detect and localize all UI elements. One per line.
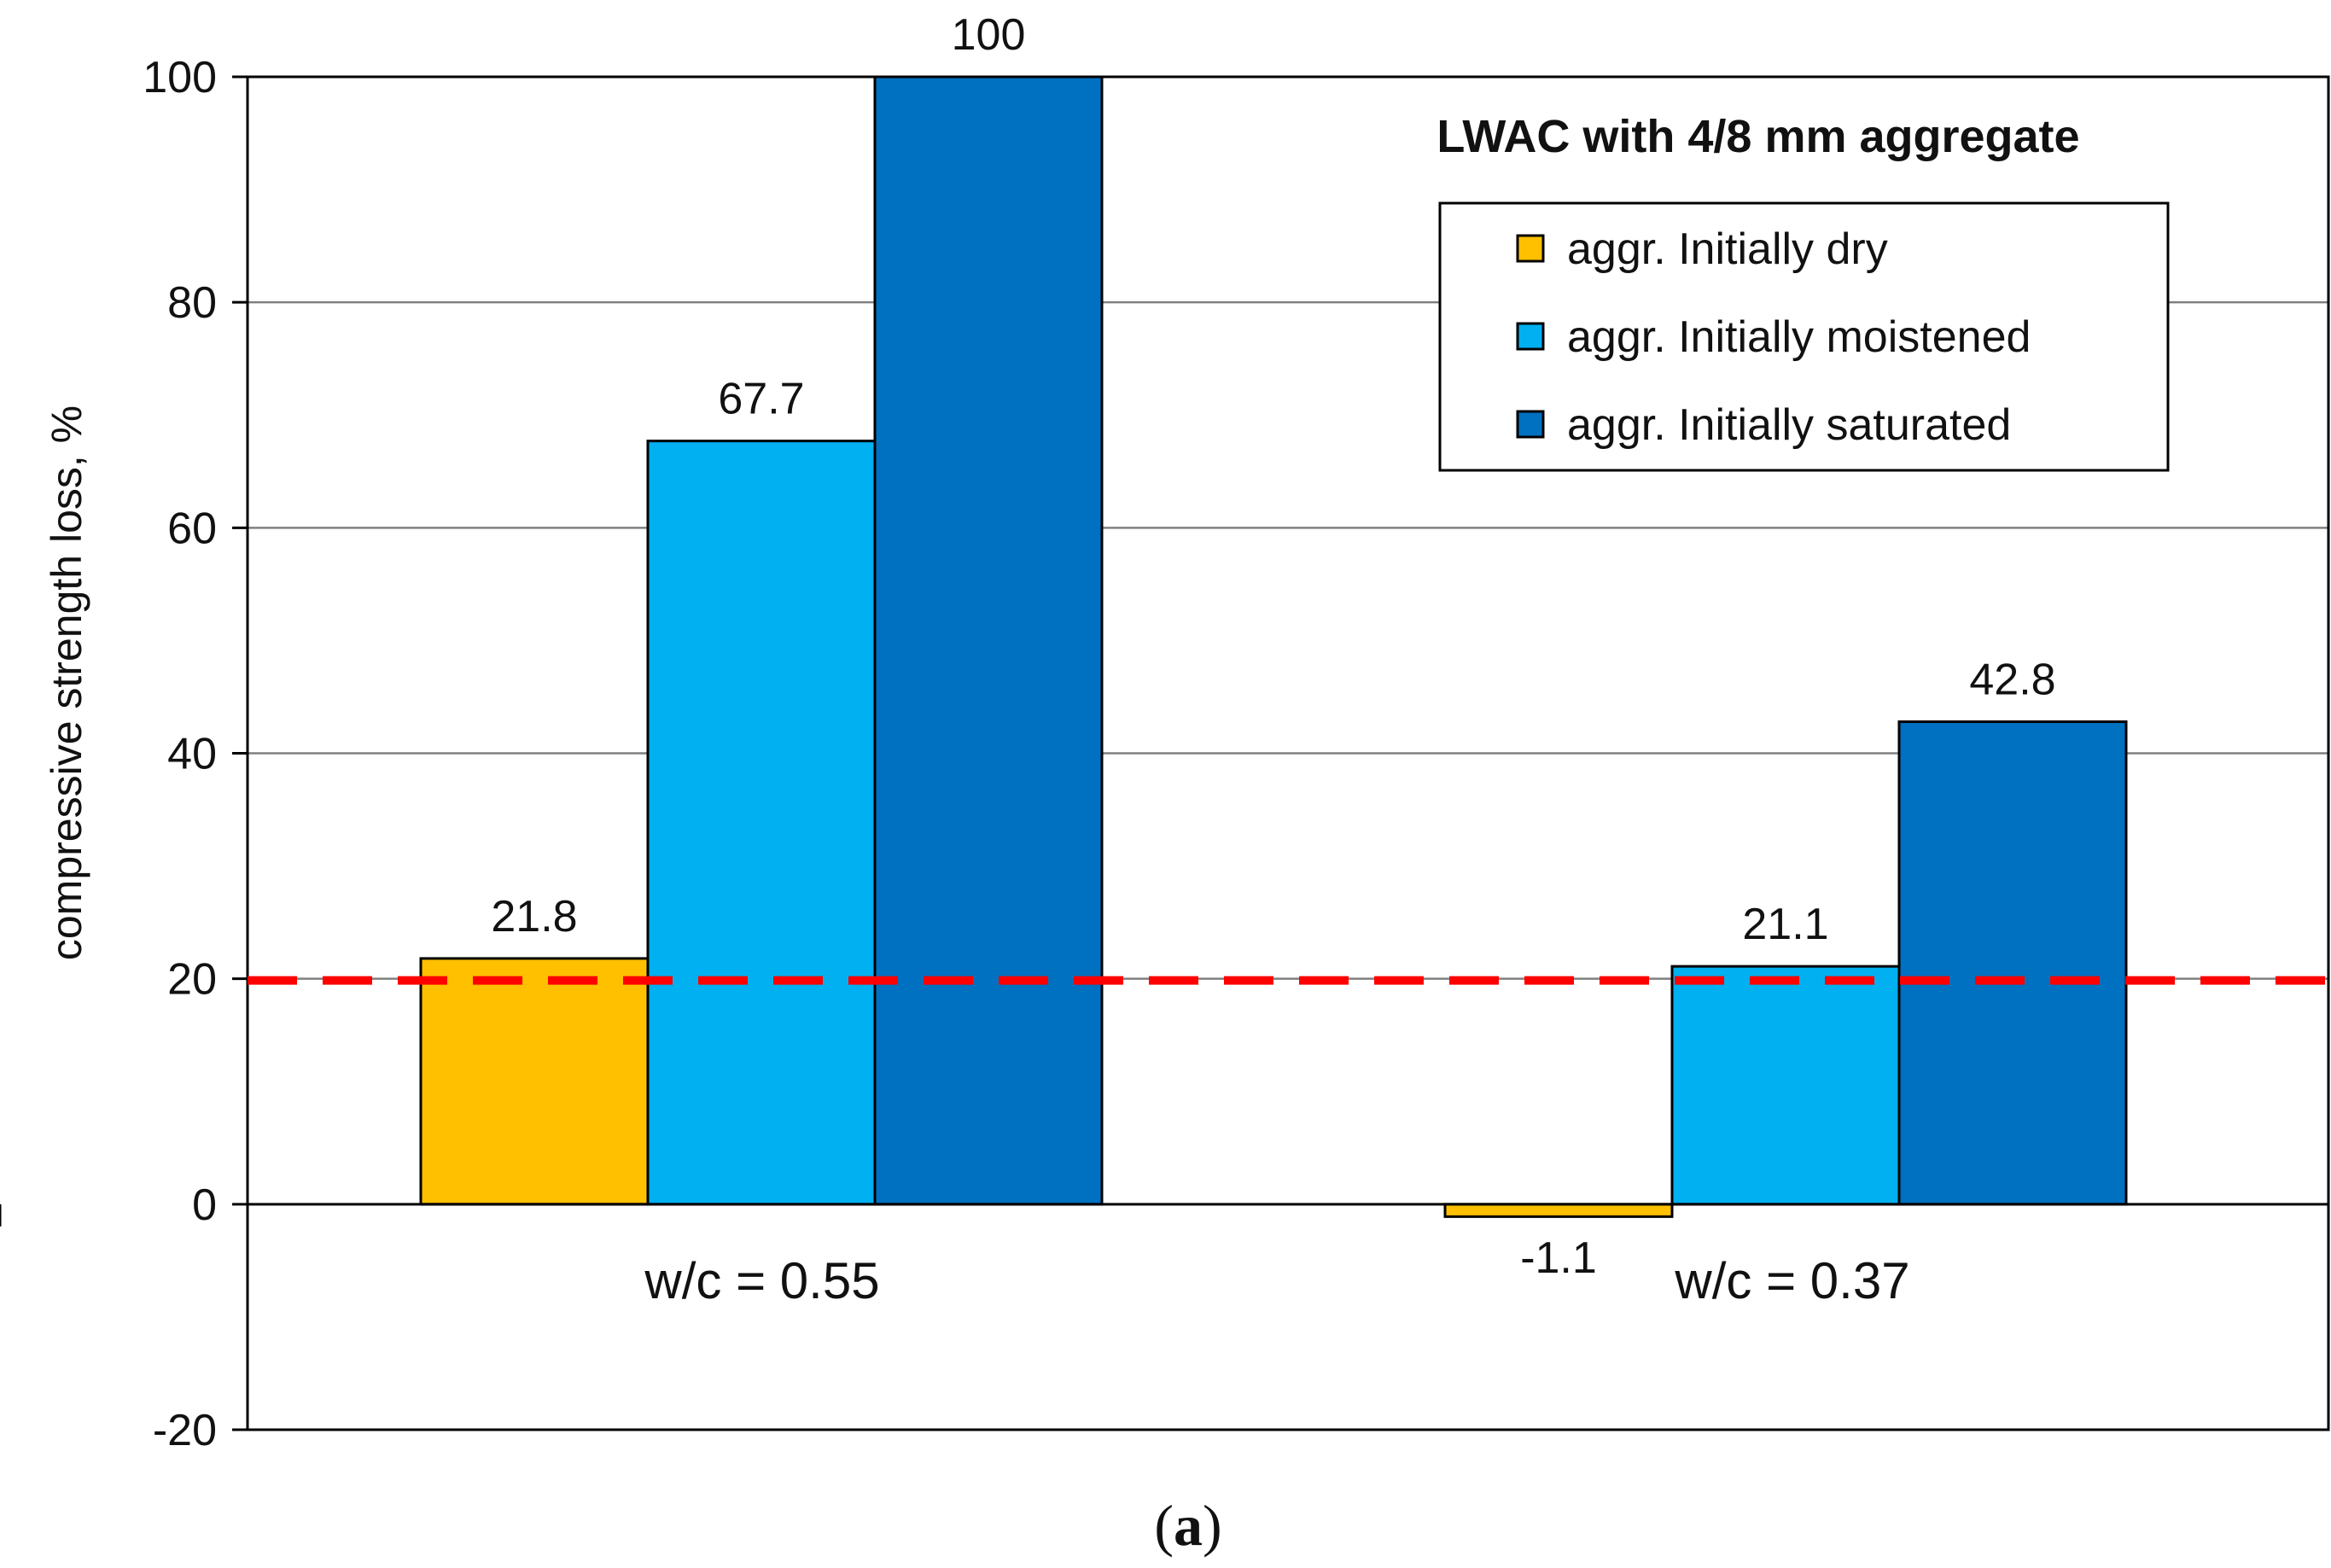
y-tick-label-60: 60 [167, 504, 217, 553]
y-tick-label-20: 20 [167, 955, 217, 1005]
data-labels: 21.8 67.7 100 -1.1 21.1 42.8 [491, 10, 2055, 1283]
caption-close: ) [1203, 1493, 1222, 1558]
bar-wc055-series-2 [646, 440, 877, 1206]
bar-wc055-series-3 [873, 75, 1104, 1206]
y-tick-label--20: -20 [153, 1406, 217, 1455]
data-label-wc055-series-3: 100 [952, 10, 1026, 60]
bar-wc037-series-3 [1897, 720, 2128, 1206]
category-labels: w/c = 0.55 w/c = 0.37 [644, 1252, 1909, 1309]
bar-wc037-series-2 [1670, 965, 1901, 1206]
caption-open: ( [1154, 1493, 1174, 1558]
y-axis-title: compressive strength loss, % [43, 405, 90, 960]
legend-title: LWAC with 4/8 mm aggregate [1436, 111, 2079, 162]
data-label-wc055-series-1: 21.8 [491, 892, 577, 941]
legend-swatch-2 [1516, 322, 1545, 351]
y-tick-label-40: 40 [167, 730, 217, 779]
y-tick-label-0: 0 [192, 1180, 217, 1230]
caption-letter: a [1174, 1493, 1203, 1558]
data-label-wc037-series-3: 42.8 [1969, 656, 2055, 705]
figure-caption: (a) [1154, 1493, 1221, 1558]
category-label-1: w/c = 0.55 [644, 1252, 879, 1309]
bar-wc037-series-1 [1443, 1203, 1674, 1218]
legend-label-3: aggr. Initially saturated [1567, 400, 2011, 450]
data-label-wc055-series-2: 67.7 [718, 375, 804, 424]
legend-box [1438, 201, 2170, 472]
legend: aggr. Initially dry aggr. Initially moist… [1438, 201, 2170, 472]
y-axis: -20 0 20 40 60 80 100 [0, 53, 2328, 1455]
bar-wc055-series-1 [419, 957, 650, 1206]
y-tick-label-80: 80 [167, 278, 217, 328]
data-label-wc037-series-2: 21.1 [1742, 900, 1828, 949]
bars [419, 75, 2128, 1218]
y-tick-label-100: 100 [143, 53, 217, 102]
category-label-2: w/c = 0.37 [1674, 1252, 1909, 1309]
legend-label-1: aggr. Initially dry [1567, 224, 1888, 274]
legend-swatch-1 [1516, 234, 1545, 263]
legend-label-2: aggr. Initially moistened [1567, 312, 2031, 362]
legend-swatch-3 [1516, 410, 1545, 439]
data-label-wc037-series-1: -1.1 [1520, 1233, 1597, 1283]
